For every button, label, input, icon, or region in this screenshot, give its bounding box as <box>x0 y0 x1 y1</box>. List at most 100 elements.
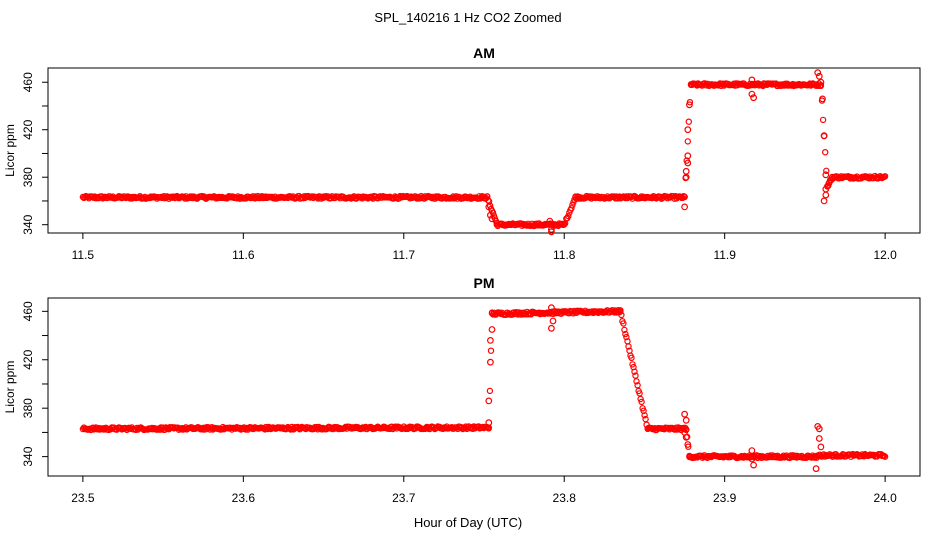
data-point <box>820 132 828 140</box>
data-point <box>748 455 756 463</box>
data-point <box>825 179 833 187</box>
x-tick-label: 23.9 <box>713 491 737 505</box>
data-point <box>684 152 692 160</box>
data-point <box>561 221 568 228</box>
data-point <box>548 228 555 236</box>
data-point <box>625 343 632 350</box>
data-point <box>812 465 820 473</box>
data-point <box>685 118 693 125</box>
y-tick-label: 340 <box>21 214 35 234</box>
data-point <box>487 337 494 344</box>
y-tick-label: 380 <box>21 167 35 187</box>
data-point <box>320 426 327 433</box>
data-point <box>618 311 625 319</box>
data-point <box>546 217 554 225</box>
data-point <box>819 95 826 103</box>
data-series <box>79 304 889 473</box>
chart-panel-pm: PM Licor ppm 23.5 23.6 23.7 23.8 23.9 24.0 340 38… <box>3 275 921 505</box>
data-point <box>814 69 822 77</box>
data-point <box>822 191 830 199</box>
data-point <box>487 211 494 219</box>
data-point <box>628 354 635 361</box>
data-series <box>79 69 889 236</box>
data-point <box>487 347 495 354</box>
panel-title: AM <box>473 45 495 61</box>
x-tick-label: 23.6 <box>232 491 256 505</box>
data-point <box>620 320 627 327</box>
x-tick-label: 24.0 <box>873 491 897 505</box>
data-point <box>633 378 640 385</box>
x-tick-label: 11.8 <box>553 248 576 262</box>
data-point <box>488 326 496 333</box>
y-tick-label: 380 <box>21 398 35 418</box>
data-point <box>638 398 645 406</box>
y-tick-label: 460 <box>21 301 35 321</box>
data-point <box>820 197 828 205</box>
data-point <box>880 452 888 460</box>
data-point <box>750 94 757 102</box>
data-point <box>622 330 629 338</box>
plot-frame <box>47 297 921 477</box>
x-tick-label: 23.5 <box>71 491 95 505</box>
data-point <box>568 205 575 212</box>
data-point <box>681 193 688 200</box>
data-point <box>548 225 555 233</box>
data-point <box>487 358 494 366</box>
data-point <box>822 171 830 179</box>
data-point <box>681 429 688 436</box>
plot-frame <box>47 67 921 234</box>
data-point <box>565 212 572 220</box>
x-tick-label: 11.9 <box>713 248 736 262</box>
x-tick-label: 23.8 <box>553 491 577 505</box>
data-point <box>488 215 496 223</box>
data-point <box>881 453 889 460</box>
data-point <box>569 201 576 209</box>
x-tick-label: 12.0 <box>873 248 897 262</box>
data-point <box>815 72 823 80</box>
data-point <box>684 138 692 145</box>
data-point <box>684 159 692 167</box>
x-tick-label: 11.7 <box>393 248 416 262</box>
data-point <box>485 419 493 427</box>
x-tick-label: 23.7 <box>392 491 416 505</box>
y-tick-label: 340 <box>21 446 35 466</box>
data-point <box>817 78 825 86</box>
data-point <box>823 167 830 174</box>
data-point <box>549 317 557 325</box>
x-tick-label: 11.6 <box>232 248 255 262</box>
data-point <box>623 333 630 341</box>
panel-title: PM <box>474 275 495 291</box>
x-tick-label: 11.5 <box>72 248 95 262</box>
data-point <box>681 203 688 211</box>
y-tick-label: 420 <box>21 349 35 369</box>
chart-panel-am: AM Licor ppm 11.5 11.6 11.7 11.8 11.9 12.0 340 38… <box>3 45 921 262</box>
data-point <box>684 441 692 448</box>
data-point <box>548 324 555 332</box>
data-point <box>641 412 648 419</box>
data-point <box>486 387 494 395</box>
data-point <box>748 447 756 455</box>
data-point <box>682 416 690 424</box>
data-point <box>881 173 889 180</box>
data-point <box>682 167 690 175</box>
data-point <box>750 461 757 469</box>
data-point <box>748 76 756 84</box>
data-point <box>815 435 823 442</box>
x-axis-label: Hour of Day (UTC) <box>413 515 523 530</box>
data-point <box>822 148 829 156</box>
data-point <box>485 197 492 204</box>
data-point <box>485 203 493 211</box>
data-point <box>817 443 825 451</box>
data-point <box>632 372 639 379</box>
y-axis-label: Licor ppm <box>3 361 17 414</box>
data-point <box>815 425 823 433</box>
data-point <box>631 368 638 375</box>
data-point <box>485 397 493 405</box>
data-point <box>819 116 827 124</box>
data-point <box>548 304 555 312</box>
data-point <box>684 126 692 134</box>
data-point <box>621 326 628 334</box>
data-point <box>686 101 693 109</box>
